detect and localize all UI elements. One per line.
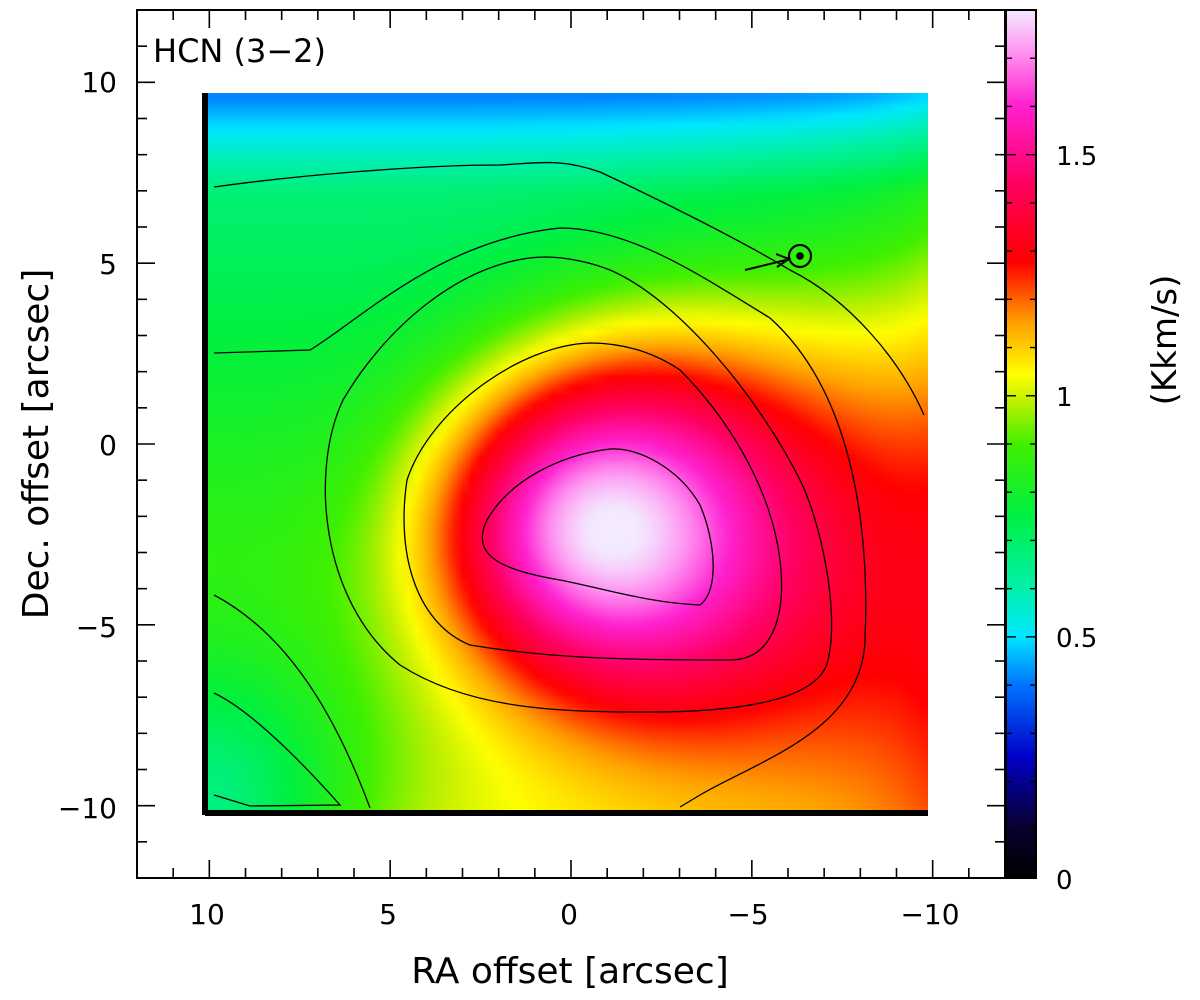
marker-dot-icon [796,252,804,260]
heatmap-image [205,93,928,815]
contour-line-1.6 [481,448,714,606]
sun-marker [744,243,813,271]
x-tick-label-0: 10 [189,898,225,931]
marker-arrow-shaft [744,259,787,271]
y-tick-label-0: 10 [81,66,117,99]
contour-line-0.6-lower [213,692,342,807]
contour-line-0.8 [213,161,925,416]
contour-line-1.4 [403,342,783,661]
axis-ticks [137,10,1005,878]
contour-line-1.2 [324,256,833,713]
contour-lines [213,161,925,809]
x-tick-label-4: −10 [900,898,959,931]
colorbar-tick-label-0: 0 [1056,866,1073,896]
colorbar-ticks [1006,57,1036,831]
marker-ring-icon [787,243,813,269]
contour-line-0.8-lower [213,594,371,809]
colorbar-tick-label-2: 1 [1056,383,1073,413]
y-tick-label-3: −5 [76,611,117,644]
x-tick-label-3: −5 [727,898,768,931]
colorbar-tick-label-1: 0.5 [1056,624,1097,654]
y-tick-label-2: 0 [99,429,117,462]
y-tick-label-4: −10 [58,792,117,825]
chart-title: HCN (3−2) [153,32,326,70]
colorbar-label: (Kkm/s) [1145,275,1185,406]
contour-line-1.0 [213,227,867,808]
x-tick-label-1: 5 [379,898,397,931]
colorbar-tick-label-3: 1.5 [1056,142,1097,172]
x-axis-title: RA offset [arcsec] [411,951,729,992]
x-tick-label-2: 0 [560,898,578,931]
y-tick-label-1: 5 [99,248,117,281]
marker-arrow-head-icon [775,253,792,268]
y-axis-title: Dec. offset [arcsec] [16,269,57,620]
